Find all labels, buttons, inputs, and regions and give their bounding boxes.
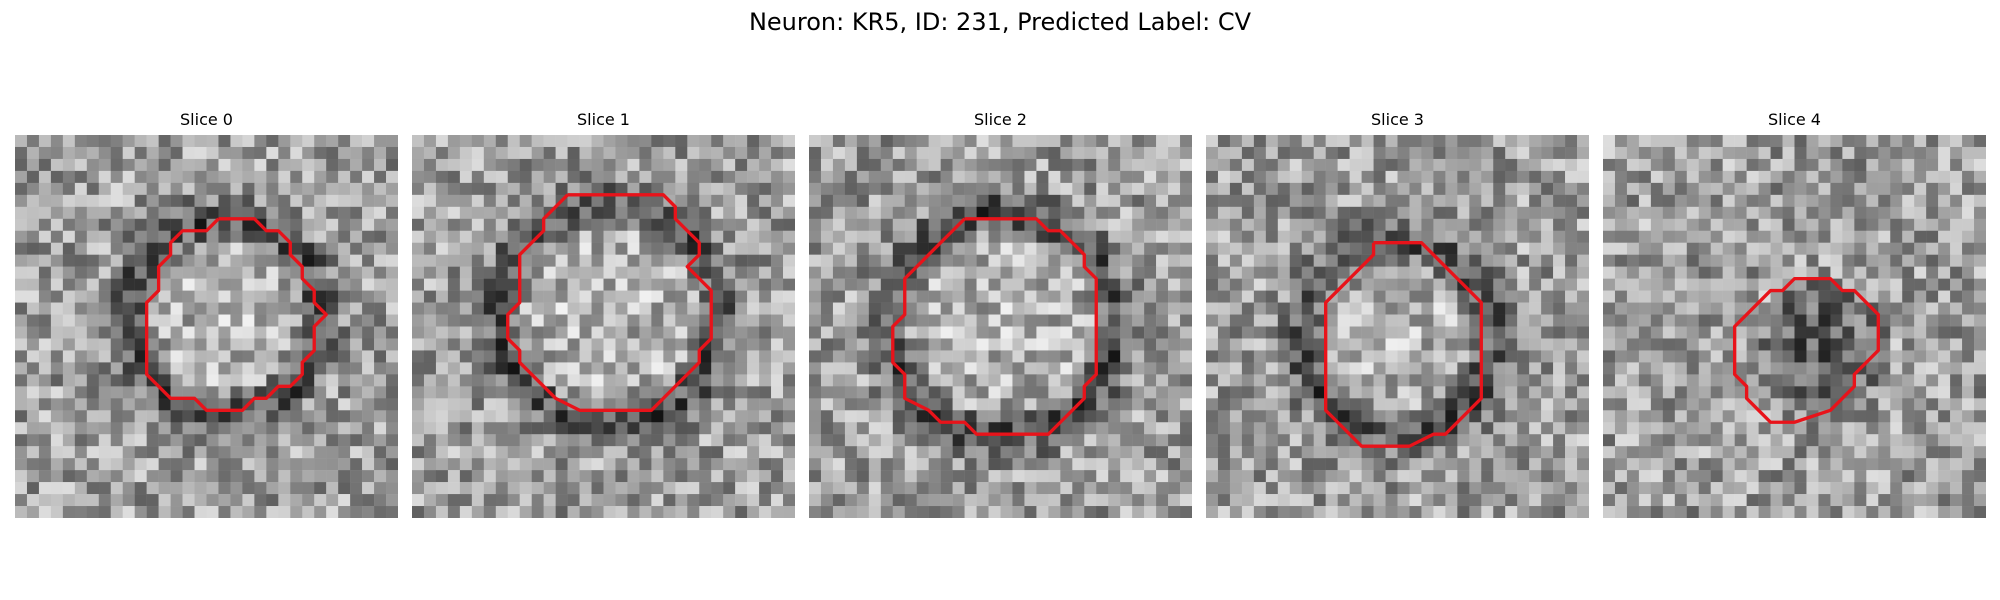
slice-image-2 [809,135,1192,518]
slice-title-0: Slice 0 [180,110,233,129]
slice-panel-4: Slice 4 [1603,108,1986,518]
pixel-grid [809,135,1192,518]
pixel-grid [15,135,398,518]
roi-contour [506,193,713,412]
slice-title-4: Slice 4 [1768,110,1821,129]
pixel-grid [412,135,795,518]
slice-image-0 [15,135,398,518]
slice-panel-3: Slice 3 [1206,108,1589,518]
roi-contour [1324,241,1483,448]
roi-contour [144,217,328,412]
roi-contour [1732,276,1880,424]
slice-image-4 [1603,135,1986,518]
roi-contour [891,217,1098,436]
slice-title-3: Slice 3 [1371,110,1424,129]
slice-panel-0: Slice 0 [15,108,398,518]
slice-title-2: Slice 2 [974,110,1027,129]
slice-title-1: Slice 1 [577,110,630,129]
slice-panel-1: Slice 1 [412,108,795,518]
pixel-grid [1603,135,1986,518]
slice-image-3 [1206,135,1589,518]
slice-panel-2: Slice 2 [809,108,1192,518]
slice-image-1 [412,135,795,518]
pixel-grid [1206,135,1589,518]
figure-title: Neuron: KR5, ID: 231, Predicted Label: C… [748,8,1252,36]
